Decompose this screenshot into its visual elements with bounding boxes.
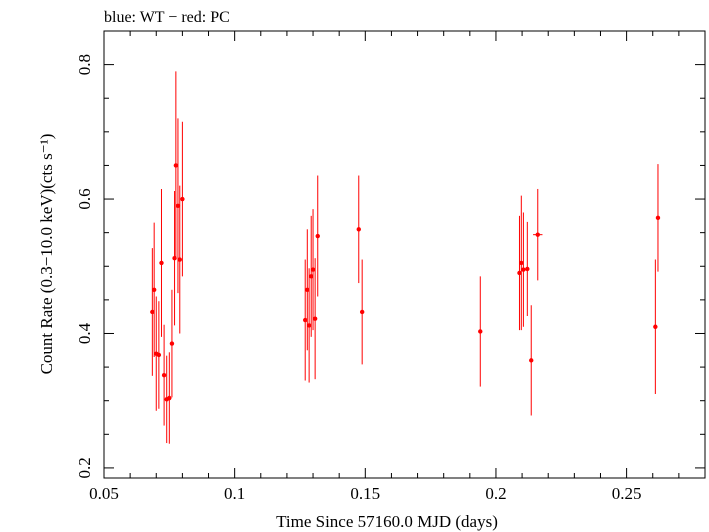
x-tick-label: 0.2 (485, 484, 506, 503)
point-marker (519, 260, 524, 266)
data-point (655, 164, 661, 272)
data-point (521, 212, 526, 327)
point-marker (167, 395, 172, 401)
data-point (359, 259, 365, 365)
point-marker (173, 163, 179, 168)
point-marker (175, 203, 181, 208)
point-marker (306, 323, 312, 328)
data-point (159, 188, 164, 337)
y-tick-label: 0.6 (75, 188, 94, 209)
data-point (356, 175, 361, 284)
data-point (312, 258, 318, 380)
x-tick-label: 0.25 (612, 484, 642, 503)
point-marker (356, 227, 361, 232)
data-point (175, 118, 181, 294)
x-tick-label: 0.05 (89, 484, 119, 503)
point-marker (159, 260, 164, 266)
data-point (315, 175, 320, 297)
data-points (150, 71, 661, 444)
x-tick-label: 0.1 (224, 484, 245, 503)
point-marker (151, 287, 157, 292)
data-point (306, 268, 312, 383)
point-marker (655, 215, 661, 221)
data-point (529, 305, 534, 416)
data-point (169, 289, 175, 398)
data-point (156, 301, 162, 409)
data-point (478, 276, 483, 387)
point-marker (312, 316, 318, 321)
y-axis: 0.2 0.4 0.6 0.8 (75, 30, 705, 479)
data-point (309, 215, 314, 337)
point-marker (535, 232, 540, 237)
y-tick-label: 0.4 (75, 322, 94, 344)
x-tick-label: 0.15 (350, 484, 380, 503)
x-axis: 0.05 0.1 0.15 0.2 0.25 (89, 31, 706, 503)
data-point (180, 121, 185, 277)
data-point (305, 229, 310, 351)
chart-title: blue: WT − red: PC (104, 9, 230, 26)
point-marker (529, 358, 534, 363)
point-marker (169, 341, 175, 346)
data-point (525, 221, 530, 317)
y-tick-label: 0.2 (75, 457, 94, 478)
point-marker (310, 267, 316, 272)
data-point (653, 259, 658, 394)
point-marker (156, 352, 162, 358)
point-marker (653, 324, 658, 329)
point-marker (525, 266, 530, 272)
point-marker (478, 329, 483, 334)
data-point (151, 222, 157, 358)
data-point (177, 185, 182, 334)
point-marker (305, 287, 310, 292)
point-marker (150, 309, 155, 315)
data-point (161, 324, 167, 426)
point-marker (517, 270, 522, 276)
x-axis-label: Time Since 57160.0 MJD (days) (276, 512, 498, 531)
point-marker (180, 196, 185, 202)
data-point (167, 352, 172, 444)
data-point (533, 188, 543, 281)
data-point (150, 248, 155, 376)
data-point (310, 209, 316, 331)
data-point (303, 259, 308, 381)
data-point (173, 71, 179, 260)
point-marker (315, 233, 320, 239)
y-axis-label: Count Rate (0.3−10.0 keV)(cts s⁻¹) (37, 134, 56, 375)
point-marker (359, 309, 365, 315)
point-marker (303, 317, 308, 323)
data-point (519, 195, 524, 331)
point-marker (177, 257, 182, 262)
point-marker (161, 372, 167, 378)
y-tick-label: 0.8 (75, 54, 94, 75)
point-marker (521, 267, 526, 272)
point-marker (309, 274, 314, 279)
plot-frame (103, 30, 706, 479)
data-point (517, 215, 522, 331)
